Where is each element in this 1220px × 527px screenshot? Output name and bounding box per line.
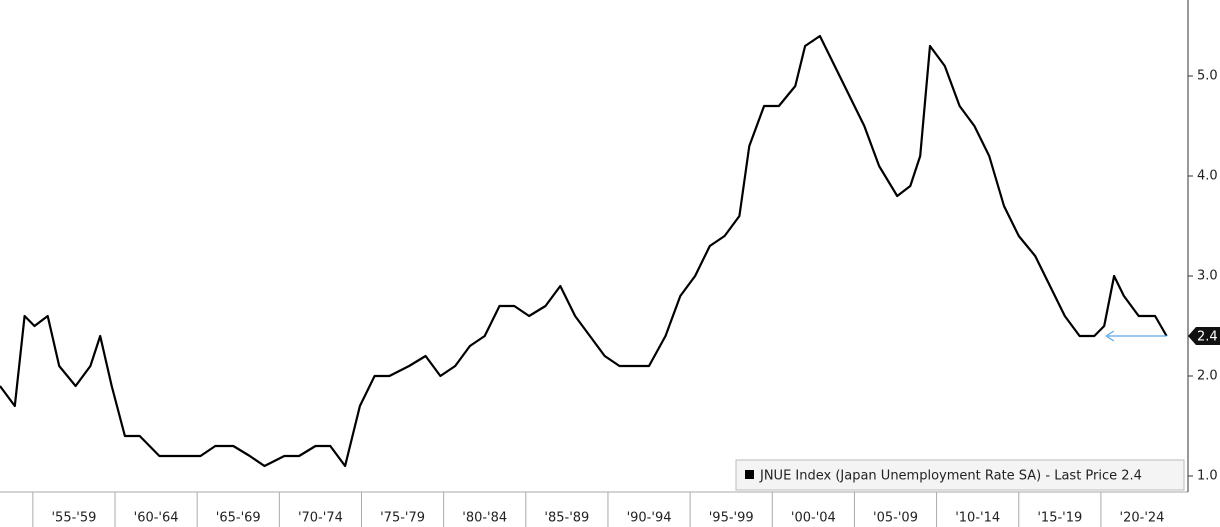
legend-label: JNUE Index (Japan Unemployment Rate SA) …: [759, 469, 1142, 484]
x-period-label: '60-'64: [134, 511, 179, 526]
y-tick-label: 5.0: [1197, 69, 1218, 84]
x-period-label: '70-'74: [298, 511, 343, 526]
x-period-label: '15-'19: [1037, 511, 1082, 526]
x-period-label: '00-'04: [791, 511, 836, 526]
last-price-label: 2.4: [1197, 330, 1218, 345]
legend-swatch: [745, 470, 754, 479]
x-period-label: '65-'69: [216, 511, 261, 526]
x-period-label: '20-'24: [1120, 511, 1165, 526]
y-tick-label: 3.0: [1197, 269, 1218, 284]
x-period-label: '85-'89: [544, 511, 589, 526]
y-tick-label: 2.0: [1197, 369, 1218, 384]
legend-box: [735, 459, 1185, 491]
x-period-label: '55-'59: [51, 511, 96, 526]
last-price-tag: [1188, 327, 1220, 345]
y-tick-label: 4.0: [1197, 169, 1218, 184]
x-period-label: '05-'09: [873, 511, 918, 526]
arrow-head: [1105, 330, 1115, 342]
y-tick-label: 1.0: [1197, 469, 1218, 484]
series-line: [0, 34, 1168, 468]
x-period-label: '90-'94: [627, 511, 672, 526]
x-period-label: '75-'79: [380, 511, 425, 526]
x-period-label: '10-'14: [955, 511, 1000, 526]
x-period-label: '95-'99: [709, 511, 754, 526]
x-period-label: '80-'84: [462, 511, 507, 526]
